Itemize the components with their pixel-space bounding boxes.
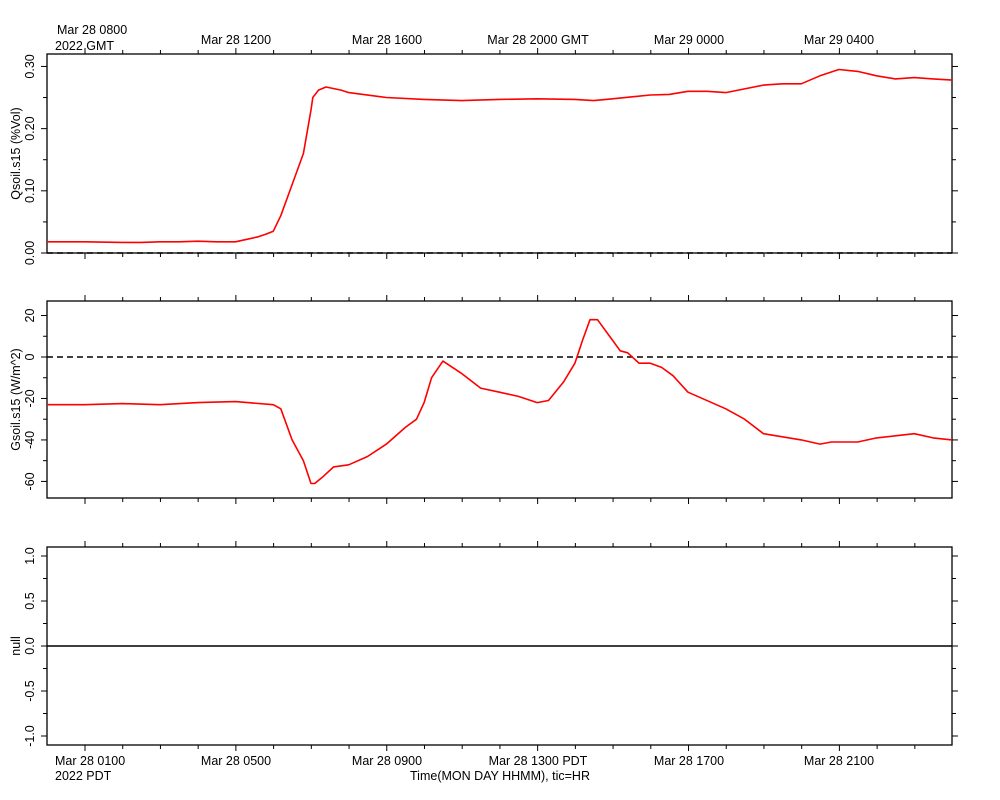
panel-null: -1.0 -0.5 0.0 0.5 1.0 null bbox=[9, 541, 958, 751]
bottom-time-axis: Mar 28 0100 2022 PDT Mar 28 0500 Mar 28 … bbox=[55, 754, 874, 783]
top-axis-tick-label: Mar 29 0000 bbox=[654, 33, 724, 47]
y-tick-label: -1.0 bbox=[23, 725, 37, 747]
top-axis-corner-line1: Mar 28 0800 bbox=[57, 23, 127, 37]
y-tick-label: -0.5 bbox=[23, 680, 37, 702]
y-tick-label: 0.00 bbox=[23, 241, 37, 265]
bottom-axis-corner-line2: 2022 PDT bbox=[55, 769, 112, 783]
y-tick-label: 1.0 bbox=[23, 547, 37, 564]
plot-frame bbox=[46, 300, 953, 499]
bottom-axis-tick-label: Mar 28 2100 bbox=[804, 754, 874, 768]
y-axis-label: Gsoil.s15 (W/m^2) bbox=[9, 348, 23, 450]
top-axis-tick-label: Mar 29 0400 bbox=[804, 33, 874, 47]
y-tick-label: 0.10 bbox=[23, 179, 37, 203]
bottom-axis-corner-line1: Mar 28 0100 bbox=[55, 754, 125, 768]
top-axis-tick-label: Mar 28 2000 GMT bbox=[487, 33, 589, 47]
top-time-axis: Mar 28 0800 2022 GMT Mar 28 1200 Mar 28 … bbox=[55, 23, 874, 53]
y-tick-label: 0.30 bbox=[23, 54, 37, 78]
bottom-axis-tick-label: Mar 28 0500 bbox=[201, 754, 271, 768]
y-tick-label: 0.5 bbox=[23, 592, 37, 609]
top-axis-corner-line2: 2022 GMT bbox=[55, 39, 114, 53]
plot-frame bbox=[46, 53, 953, 254]
y-tick-label: 20 bbox=[23, 309, 37, 323]
y-tick-label: -60 bbox=[23, 472, 37, 490]
y-tick-label: 0.0 bbox=[23, 637, 37, 654]
y-tick-label: -20 bbox=[23, 389, 37, 407]
bottom-axis-tick-label: Mar 28 1700 bbox=[654, 754, 724, 768]
top-axis-tick-label: Mar 28 1600 bbox=[352, 33, 422, 47]
series-line-qsoil-s15-vol bbox=[47, 68, 953, 244]
series-line-gsoil-s15-w-m-2 bbox=[47, 318, 953, 485]
panel-soil-moisture: 0.00 0.10 0.20 0.30 Qsoil.s15 (%Vol) bbox=[9, 48, 958, 265]
x-axis-title: Time(MON DAY HHMM), tic=HR bbox=[410, 769, 590, 783]
y-axis-label: null bbox=[9, 636, 23, 655]
top-axis-tick-label: Mar 28 1200 bbox=[201, 33, 271, 47]
y-tick-label: 0 bbox=[23, 353, 37, 360]
y-tick-label: -40 bbox=[23, 431, 37, 449]
bottom-axis-tick-label: Mar 28 1300 PDT bbox=[489, 754, 588, 768]
y-axis-label: Qsoil.s15 (%Vol) bbox=[9, 107, 23, 199]
panel-soil-heat-flux: -60 -40 -20 0 20 Gsoil.s15 (W/m^2) bbox=[9, 295, 958, 504]
y-tick-label: 0.20 bbox=[23, 116, 37, 140]
bottom-axis-tick-label: Mar 28 0900 bbox=[352, 754, 422, 768]
